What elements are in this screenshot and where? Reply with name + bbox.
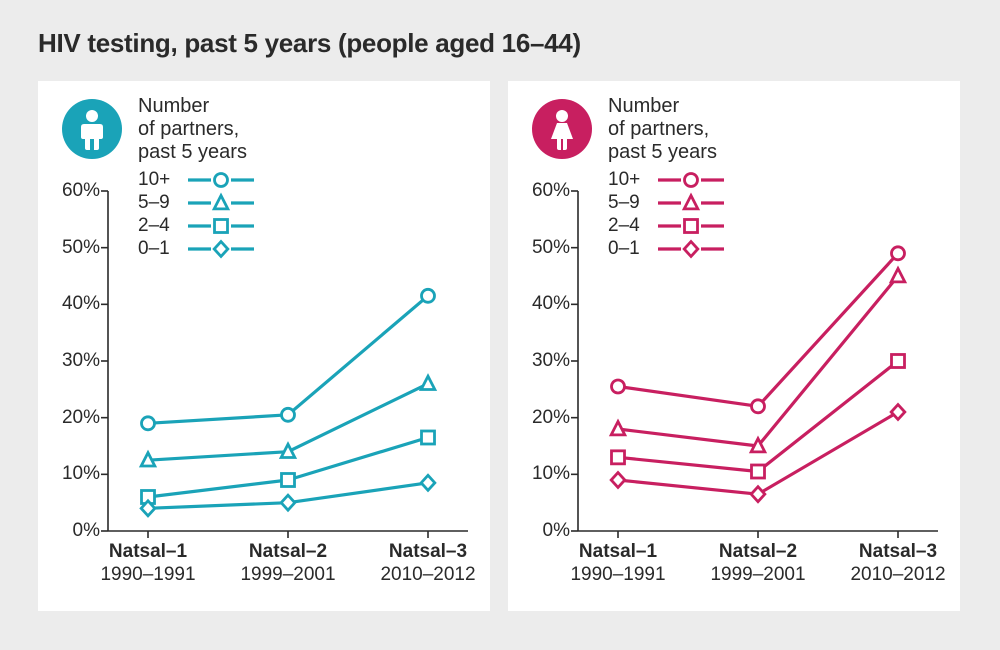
- ytick-label: 30%: [532, 350, 570, 372]
- panel-male: Numberof partners,past 5 years10+ 5–9 2–…: [38, 81, 490, 611]
- panel-female: Numberof partners,past 5 years10+ 5–9 2–…: [508, 81, 960, 611]
- legend-swatch: [186, 169, 256, 191]
- ytick-label: 60%: [532, 180, 570, 202]
- chart-plot: 0%10%20%30%40%50%60%Natsal–11990–1991Nat…: [108, 191, 468, 531]
- ytick-label: 50%: [62, 237, 100, 259]
- ytick-label: 20%: [532, 407, 570, 429]
- ytick-label: 20%: [62, 407, 100, 429]
- chart-plot: 0%10%20%30%40%50%60%Natsal–11990–1991Nat…: [578, 191, 938, 531]
- xtick-label: Natsal–32010–2012: [373, 541, 483, 587]
- legend-swatch: [656, 169, 726, 191]
- male-icon: [62, 99, 122, 159]
- legend-item-s10: 10+: [608, 168, 726, 191]
- ytick-label: 30%: [62, 350, 100, 372]
- ytick-label: 60%: [62, 180, 100, 202]
- xtick-label: Natsal–21999–2001: [233, 541, 343, 587]
- legend-item-label: 10+: [608, 169, 656, 191]
- panels-row: Numberof partners,past 5 years10+ 5–9 2–…: [38, 81, 962, 611]
- ytick-label: 50%: [532, 237, 570, 259]
- ytick-label: 10%: [62, 463, 100, 485]
- ytick-label: 40%: [532, 293, 570, 315]
- legend-title: Numberof partners,past 5 years: [138, 95, 256, 164]
- female-icon: [532, 99, 592, 159]
- legend-title: Numberof partners,past 5 years: [608, 95, 726, 164]
- ytick-label: 0%: [543, 520, 570, 542]
- xtick-label: Natsal–32010–2012: [843, 541, 953, 587]
- legend-item-label: 10+: [138, 169, 186, 191]
- ytick-label: 40%: [62, 293, 100, 315]
- xtick-label: Natsal–11990–1991: [93, 541, 203, 587]
- ytick-label: 0%: [73, 520, 100, 542]
- ytick-label: 10%: [532, 463, 570, 485]
- page-title: HIV testing, past 5 years (people aged 1…: [38, 28, 962, 59]
- xtick-label: Natsal–21999–2001: [703, 541, 813, 587]
- legend-item-s10: 10+: [138, 168, 256, 191]
- xtick-label: Natsal–11990–1991: [563, 541, 673, 587]
